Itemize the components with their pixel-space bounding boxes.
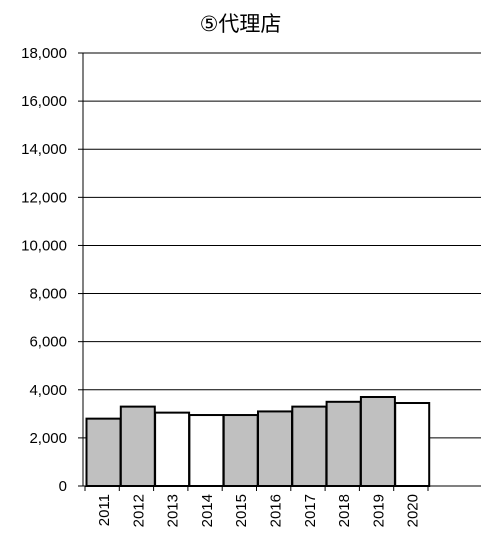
chart-title: ⑤代理店 <box>199 13 282 36</box>
bar-2015 <box>222 414 259 487</box>
bar-2018 <box>325 400 362 487</box>
y-tick-label: 2,000 <box>29 430 67 447</box>
x-tick-label: 2014 <box>199 494 216 527</box>
x-tick-label: 2016 <box>268 494 285 527</box>
x-tick-label: 2012 <box>130 494 147 527</box>
x-tick-label: 2011 <box>96 494 113 526</box>
bar-2013 <box>154 411 191 487</box>
x-tick-label: 2013 <box>165 494 182 527</box>
y-tick-label: 8,000 <box>29 286 67 303</box>
gridlines <box>78 52 481 487</box>
y-tick-label: 6,000 <box>29 334 67 351</box>
y-tick-label: 18,000 <box>21 45 67 62</box>
axes <box>82 53 481 491</box>
bar-2016 <box>257 410 293 487</box>
x-tick-label: 2017 <box>302 494 319 527</box>
y-tick-label: 10,000 <box>21 237 67 254</box>
bar-2017 <box>291 405 328 487</box>
bar-2019 <box>359 395 396 487</box>
x-tick-label: 2020 <box>405 494 422 527</box>
bars <box>85 395 431 487</box>
y-tick-label: 14,000 <box>21 141 67 158</box>
bar-2012 <box>119 405 156 487</box>
x-tick-label: 2015 <box>233 494 250 527</box>
y-tick-label: 12,000 <box>21 189 67 206</box>
bar-2020 <box>394 402 431 487</box>
x-tick-label: 2019 <box>370 494 387 527</box>
y-tick-labels: 0 2,000 4,000 6,000 8,000 10,000 12,000 14,000 1… <box>21 45 67 495</box>
x-tick-label: 2018 <box>336 494 353 527</box>
y-tick-label: 16,000 <box>21 93 67 110</box>
y-tick-label: 0 <box>59 478 67 495</box>
bar-2014 <box>188 414 225 487</box>
bar-2011 <box>85 417 122 487</box>
x-tick-labels: 2011 2012 2013 2014 2015 2016 2017 2018 2019 2020 <box>96 494 422 527</box>
y-tick-label: 4,000 <box>29 382 67 399</box>
